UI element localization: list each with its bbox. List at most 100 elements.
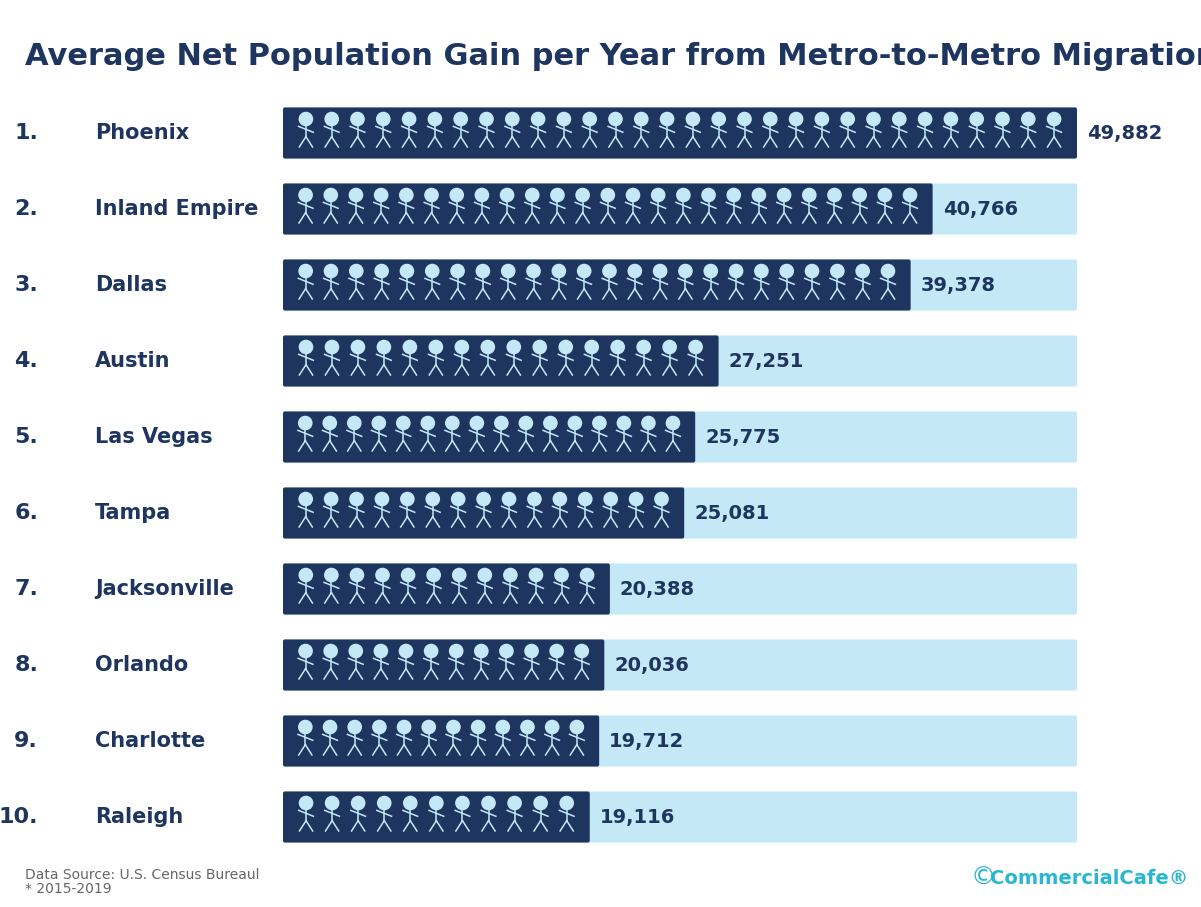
- Circle shape: [299, 796, 312, 810]
- Text: * 2015-2019: * 2015-2019: [25, 882, 112, 896]
- Circle shape: [532, 112, 545, 126]
- Circle shape: [324, 569, 337, 581]
- Circle shape: [496, 720, 509, 734]
- Text: 19,712: 19,712: [609, 732, 685, 750]
- Circle shape: [655, 493, 668, 505]
- Circle shape: [351, 112, 364, 126]
- FancyBboxPatch shape: [283, 639, 604, 690]
- Circle shape: [480, 112, 494, 126]
- Circle shape: [1047, 112, 1060, 126]
- Circle shape: [324, 644, 337, 658]
- Circle shape: [422, 720, 436, 734]
- Circle shape: [593, 416, 607, 430]
- Circle shape: [729, 265, 742, 278]
- Circle shape: [704, 265, 717, 278]
- Circle shape: [867, 112, 880, 126]
- Circle shape: [1022, 112, 1035, 126]
- Circle shape: [428, 569, 441, 581]
- Circle shape: [377, 112, 390, 126]
- Circle shape: [882, 265, 895, 278]
- Circle shape: [629, 493, 643, 505]
- Circle shape: [347, 416, 360, 430]
- Circle shape: [603, 265, 616, 278]
- Circle shape: [555, 569, 568, 581]
- Circle shape: [996, 112, 1009, 126]
- Circle shape: [519, 416, 532, 430]
- Circle shape: [477, 265, 490, 278]
- Circle shape: [570, 720, 584, 734]
- FancyBboxPatch shape: [283, 183, 933, 235]
- Circle shape: [575, 644, 588, 658]
- Circle shape: [530, 569, 543, 581]
- Text: 27,251: 27,251: [729, 352, 803, 370]
- Text: 19,116: 19,116: [599, 807, 675, 826]
- Circle shape: [789, 112, 802, 126]
- Text: 3.: 3.: [14, 275, 38, 295]
- Circle shape: [404, 796, 417, 810]
- Circle shape: [777, 189, 790, 201]
- Text: Dallas: Dallas: [95, 275, 167, 295]
- Circle shape: [831, 265, 844, 278]
- Circle shape: [299, 416, 312, 430]
- Circle shape: [299, 340, 312, 354]
- Circle shape: [447, 720, 460, 734]
- Text: Tampa: Tampa: [95, 503, 172, 523]
- Circle shape: [398, 720, 411, 734]
- Circle shape: [841, 112, 854, 126]
- Circle shape: [500, 644, 513, 658]
- Circle shape: [349, 189, 363, 201]
- Circle shape: [324, 493, 337, 505]
- Circle shape: [627, 189, 640, 201]
- Circle shape: [545, 720, 558, 734]
- Circle shape: [377, 796, 390, 810]
- Circle shape: [604, 493, 617, 505]
- Circle shape: [452, 493, 465, 505]
- Circle shape: [737, 112, 751, 126]
- Circle shape: [764, 112, 777, 126]
- Circle shape: [634, 112, 647, 126]
- Circle shape: [453, 569, 466, 581]
- FancyBboxPatch shape: [283, 487, 685, 539]
- Circle shape: [585, 340, 598, 354]
- Circle shape: [641, 416, 655, 430]
- Circle shape: [299, 644, 312, 658]
- Circle shape: [299, 493, 312, 505]
- Circle shape: [351, 569, 364, 581]
- Circle shape: [667, 416, 680, 430]
- Circle shape: [400, 644, 413, 658]
- Circle shape: [551, 189, 564, 201]
- Circle shape: [557, 112, 570, 126]
- Circle shape: [324, 265, 337, 278]
- Circle shape: [527, 265, 540, 278]
- Circle shape: [652, 189, 665, 201]
- Text: 25,081: 25,081: [694, 503, 770, 522]
- Circle shape: [544, 416, 557, 430]
- Text: 7.: 7.: [14, 579, 38, 599]
- Text: 20,388: 20,388: [620, 580, 695, 599]
- Circle shape: [525, 644, 538, 658]
- Circle shape: [402, 112, 416, 126]
- Circle shape: [474, 644, 488, 658]
- Text: 20,036: 20,036: [615, 656, 689, 675]
- Circle shape: [404, 340, 417, 354]
- Circle shape: [503, 569, 516, 581]
- Circle shape: [582, 112, 597, 126]
- Text: Raleigh: Raleigh: [95, 807, 184, 827]
- Circle shape: [376, 569, 389, 581]
- FancyBboxPatch shape: [283, 716, 1077, 766]
- Circle shape: [815, 112, 829, 126]
- Circle shape: [476, 189, 489, 201]
- FancyBboxPatch shape: [283, 336, 718, 386]
- Circle shape: [495, 416, 508, 430]
- Circle shape: [425, 189, 438, 201]
- Circle shape: [454, 112, 467, 126]
- FancyBboxPatch shape: [283, 563, 610, 615]
- Circle shape: [679, 265, 692, 278]
- Text: 8.: 8.: [14, 655, 38, 675]
- Circle shape: [376, 493, 389, 505]
- Circle shape: [653, 265, 667, 278]
- FancyBboxPatch shape: [283, 107, 1077, 159]
- Circle shape: [752, 189, 765, 201]
- Circle shape: [401, 569, 414, 581]
- Circle shape: [325, 112, 339, 126]
